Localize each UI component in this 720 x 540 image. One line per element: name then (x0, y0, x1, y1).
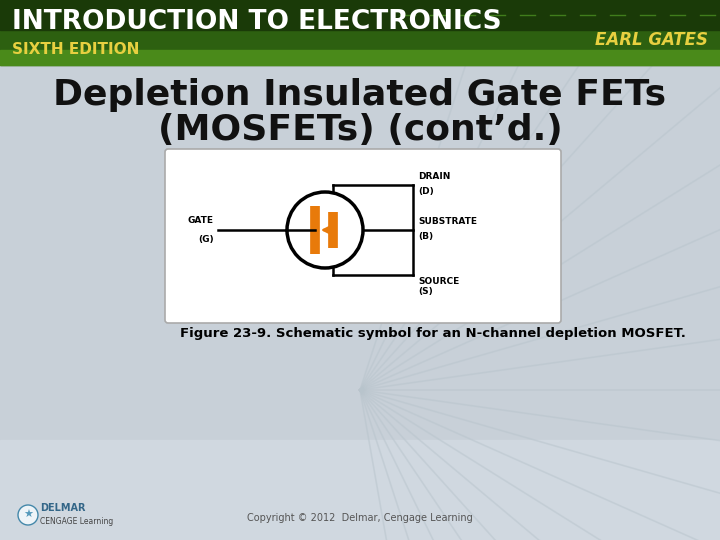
Text: INTRODUCTION TO ELECTRONICS: INTRODUCTION TO ELECTRONICS (12, 9, 502, 35)
Text: SIXTH EDITION: SIXTH EDITION (12, 43, 140, 57)
Text: SOURCE: SOURCE (418, 277, 459, 286)
Text: Figure 23-9. Schematic symbol for an N-channel depletion MOSFET.: Figure 23-9. Schematic symbol for an N-c… (180, 327, 686, 340)
Text: SUBSTRATE: SUBSTRATE (418, 217, 477, 226)
FancyBboxPatch shape (165, 149, 561, 323)
Text: DRAIN: DRAIN (418, 172, 451, 181)
Text: (B): (B) (418, 232, 433, 241)
Text: GATE: GATE (188, 216, 214, 225)
Text: ★: ★ (23, 510, 33, 520)
Bar (0, 0, 720, 30)
Circle shape (18, 505, 38, 525)
Text: Depletion Insulated Gate FETs: Depletion Insulated Gate FETs (53, 78, 667, 112)
Text: CENGAGE Learning: CENGAGE Learning (40, 517, 113, 526)
Bar (0, 0, 720, 65)
Text: (D): (D) (418, 187, 433, 196)
Text: (S): (S) (418, 287, 433, 296)
Text: DELMAR: DELMAR (40, 503, 86, 513)
Bar (0, 50, 720, 65)
Circle shape (287, 192, 363, 268)
Text: EARL GATES: EARL GATES (595, 31, 708, 49)
Text: Copyright © 2012  Delmar, Cengage Learning: Copyright © 2012 Delmar, Cengage Learnin… (247, 513, 473, 523)
Text: (MOSFETs) (cont’d.): (MOSFETs) (cont’d.) (158, 113, 562, 147)
Bar (0, 440, 720, 540)
Text: (G): (G) (199, 235, 214, 244)
Bar (0, 0, 720, 440)
